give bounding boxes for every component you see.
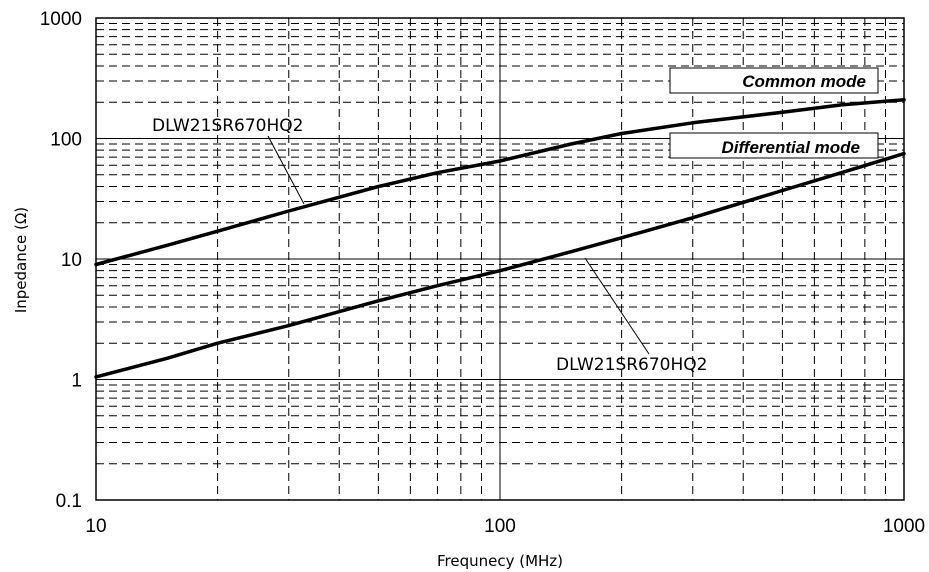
grid: [95, 17, 905, 501]
y-tick-label: 100: [50, 130, 82, 151]
y-tick-label: 0.1: [56, 491, 82, 512]
y-tick-label: 1000: [40, 9, 82, 30]
series-lines: [94, 97, 906, 379]
plot-frame: [95, 17, 905, 501]
legend-common-text: Common mode: [742, 72, 866, 91]
common-series-label: DLW21SR670HQ2: [152, 116, 303, 136]
axes: Frequnecy (MHz) Inpedance (Ω) 10 100 1000 0…: [12, 9, 925, 570]
legend-differential-text: Differential mode: [721, 138, 860, 157]
legend-common-box: [669, 67, 879, 94]
x-tick-label: 10: [85, 516, 106, 537]
annotations: DLW21SR670HQ2 DLW21SR670HQ2 Common mode …: [152, 67, 879, 375]
series-line-differential-mode: [94, 151, 906, 379]
series-line-common-mode: [94, 97, 906, 267]
x-axis-title: Frequnecy (MHz): [437, 552, 563, 570]
x-tick-label: 1000: [883, 516, 925, 537]
common-label-leader: [267, 135, 305, 205]
y-axis-title: Inpedance (Ω): [12, 207, 30, 313]
diff-label-leader: [584, 257, 650, 355]
diff-series-label: DLW21SR670HQ2: [556, 355, 707, 375]
legend-differential-box: [669, 132, 879, 159]
x-tick-label: 100: [484, 516, 516, 537]
y-tick-label: 1: [71, 371, 82, 392]
y-tick-label: 10: [61, 250, 82, 271]
